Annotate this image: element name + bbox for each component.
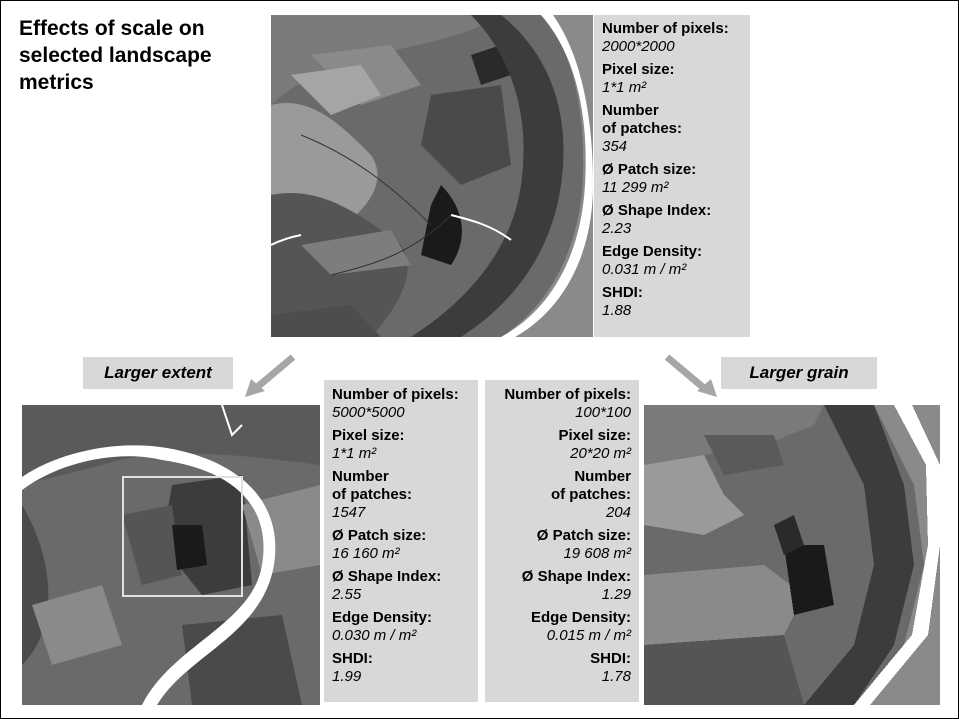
metric-value: 100*100 — [575, 404, 631, 421]
metric-value: 1.88 — [602, 302, 632, 319]
metric-value: 354 — [602, 138, 628, 155]
metric-value: 204 — [605, 504, 631, 521]
metric-label: Pixel size: — [558, 427, 631, 444]
map-larger-grain — [644, 405, 940, 705]
metric-label: SHDI: — [332, 650, 373, 667]
label-larger-grain: Larger grain — [721, 357, 877, 389]
metric-value: 2000*2000 — [602, 38, 675, 55]
metric-label: Edge Density: — [602, 243, 703, 260]
metric-value: 2.55 — [332, 586, 362, 603]
figure-title: Effects of scale on selected landscape m… — [19, 17, 212, 94]
metrics-panel-larger-grain: Number of pixels: 100*100 Pixel size: 20*20… — [485, 380, 639, 702]
metric-label: Number of pixels: — [332, 386, 459, 403]
arrow-left-icon — [245, 354, 296, 397]
metric-value: 1.78 — [601, 668, 631, 685]
metric-value: 0.015 m / m² — [546, 627, 631, 644]
metric-value: 2.23 — [602, 220, 632, 237]
arrow-right-icon — [664, 354, 717, 397]
metrics-panel-base: Number of pixels: 2000*2000 Pixel size: 1*1… — [594, 15, 750, 337]
metric-value: 1.99 — [332, 668, 362, 685]
metric-value: 5000*5000 — [332, 404, 405, 421]
metric-label: Ø Shape Index: — [332, 568, 442, 585]
metric-value: 1*1 m² — [602, 79, 647, 96]
label-larger-extent: Larger extent — [83, 357, 233, 389]
map-larger-grain-image — [644, 405, 940, 705]
metric-label: SHDI: — [590, 650, 631, 667]
metric-label: Number of pixels: — [602, 20, 729, 37]
metric-label: SHDI: — [602, 284, 643, 301]
metric-label: Number of pixels: — [504, 386, 631, 403]
metric-value: 1547 — [332, 504, 366, 521]
metrics-panel-larger-extent: Number of pixels: 5000*5000 Pixel size: 1*1… — [324, 380, 478, 702]
map-larger-extent-image — [22, 405, 320, 705]
map-base-image — [271, 15, 593, 337]
metric-label: Number of patches: — [550, 468, 631, 503]
metric-value: 0.030 m / m² — [332, 627, 417, 644]
metric-value: 11 299 m² — [602, 179, 669, 196]
metric-label: Number of patches: — [332, 468, 413, 503]
metric-value: 0.031 m / m² — [602, 261, 687, 278]
map-base — [271, 15, 593, 337]
metric-label: Ø Patch size: — [602, 161, 697, 178]
metric-value: 1*1 m² — [332, 445, 377, 462]
metric-label: Ø Shape Index: — [602, 202, 712, 219]
metric-label: Ø Patch size: — [536, 527, 631, 544]
metric-value: 16 160 m² — [332, 545, 400, 562]
metric-label: Ø Patch size: — [332, 527, 427, 544]
metric-label: Pixel size: — [602, 61, 675, 78]
metric-value: 1.29 — [601, 586, 631, 603]
metric-label: Ø Shape Index: — [521, 568, 631, 585]
metric-label: Pixel size: — [332, 427, 405, 444]
metric-label: Edge Density: — [530, 609, 631, 626]
metric-label: Number of patches: — [602, 102, 683, 137]
metric-value: 19 608 m² — [563, 545, 631, 562]
map-larger-extent — [22, 405, 320, 705]
metric-value: 20*20 m² — [570, 445, 631, 462]
metric-label: Edge Density: — [332, 609, 433, 626]
